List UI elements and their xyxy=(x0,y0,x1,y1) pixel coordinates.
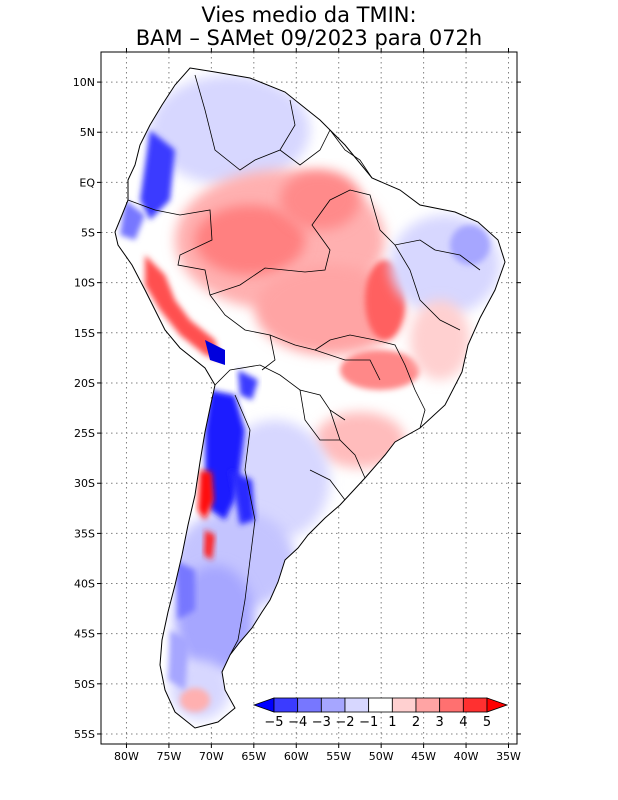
colorbar-bin xyxy=(439,697,464,713)
lat-tick-label: 5S xyxy=(81,227,95,240)
lat-tick-label: 45S xyxy=(74,628,95,641)
lon-tick-label: 55W xyxy=(326,750,351,763)
colorbar-label: −5 xyxy=(264,715,283,730)
lat-tick-label: 20S xyxy=(74,377,95,390)
colorbar-bin xyxy=(320,697,346,713)
lat-tick-label: 10S xyxy=(74,277,95,290)
lon-tick-label: 70W xyxy=(199,750,224,763)
colorbar-bin xyxy=(273,697,299,713)
lat-tick-label: 5N xyxy=(80,126,95,139)
lon-tick-label: 75W xyxy=(156,750,181,763)
colorbar-label: 3 xyxy=(436,715,444,730)
continent-outline xyxy=(114,67,506,729)
country-borders xyxy=(127,74,481,656)
colorbar-bin xyxy=(462,697,488,713)
lat-tick-label: 10N xyxy=(73,76,95,89)
colorbar-label: −3 xyxy=(312,715,331,730)
lon-tick-label: 80W xyxy=(114,750,139,763)
lat-tick-label: 55S xyxy=(74,728,95,741)
lon-tick-label: 45W xyxy=(411,750,436,763)
lat-tick-label: 50S xyxy=(74,678,95,691)
bias-field xyxy=(115,68,505,728)
lon-tick-label: 35W xyxy=(496,750,521,763)
colorbar-bin xyxy=(486,697,509,713)
lon-tick-label: 65W xyxy=(241,750,266,763)
colorbar-bin xyxy=(368,697,393,713)
lat-tick-label: 25S xyxy=(74,427,95,440)
colorbar-label: 4 xyxy=(459,715,467,730)
colorbar-bin xyxy=(344,697,370,713)
colorbar-bin xyxy=(252,697,275,713)
lon-tick-label: 50W xyxy=(369,750,394,763)
colorbar-bin xyxy=(415,697,441,713)
lat-tick-label: 35S xyxy=(74,527,95,540)
colorbar-label: −4 xyxy=(288,715,307,730)
axis-ticks xyxy=(97,48,521,748)
lat-tick-label: 40S xyxy=(74,578,95,591)
colorbar-label: −1 xyxy=(359,715,378,730)
longitude-labels: 80W 75W 70W 65W 60W 55W 50W 45W 40W 35W xyxy=(114,750,521,763)
latitude-labels: 10N 5N EQ 5S 10S 15S 20S 25S 30S 35S 40S 45S 50S 55S xyxy=(73,76,96,741)
lon-tick-label: 40W xyxy=(454,750,479,763)
map-title-line1: Vies medio da TMIN: xyxy=(201,3,417,27)
colorbar-bin xyxy=(297,697,322,713)
colorbar-label: −2 xyxy=(335,715,354,730)
map-title-line2: BAM – SAMet 09/2023 para 072h xyxy=(135,26,483,50)
colorbar-label: 5 xyxy=(483,715,491,730)
lat-tick-label: 30S xyxy=(74,477,95,490)
lat-tick-label: EQ xyxy=(79,176,95,189)
lon-tick-label: 60W xyxy=(284,750,309,763)
colorbar-label: 2 xyxy=(412,715,420,730)
colorbar-label: 1 xyxy=(388,715,396,730)
lat-tick-label: 15S xyxy=(74,327,95,340)
colorbar-bin xyxy=(391,697,417,713)
colorbar: −5 −4 −3 −2 −1 1 2 3 4 5 xyxy=(252,697,509,730)
map-frame xyxy=(100,51,518,745)
